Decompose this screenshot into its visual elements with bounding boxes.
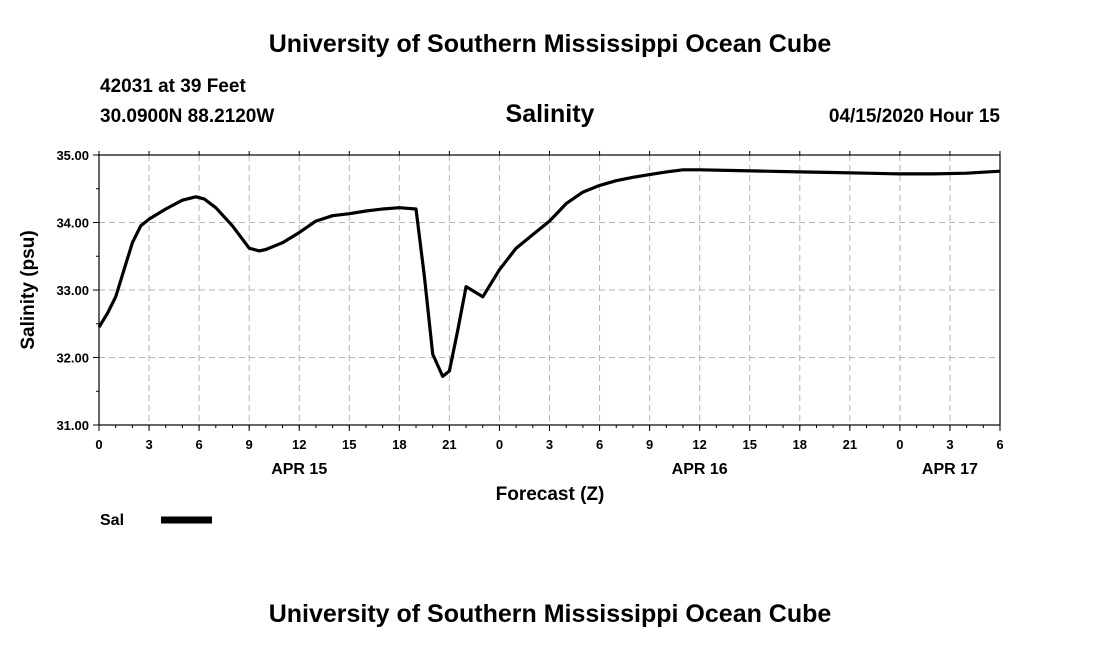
x-tick-label: 9 [246, 437, 253, 452]
x-tick-label: 6 [996, 437, 1003, 452]
y-tick-label: 35.00 [56, 148, 89, 163]
y-axis: 31.00 32.00 33.00 34.00 35.00 [56, 148, 99, 433]
date-labels: APR 15 APR 16 APR 17 [271, 461, 978, 478]
date-label: APR 15 [271, 461, 327, 478]
x-tick-label: 15 [742, 437, 756, 452]
x-tick-label: 21 [442, 437, 456, 452]
x-tick-label: 15 [342, 437, 356, 452]
y-tick-label: 33.00 [56, 283, 89, 298]
x-tick-label: 0 [95, 437, 102, 452]
footer-title: University of Southern Mississippi Ocean… [268, 600, 832, 628]
salinity-line [97, 168, 1001, 378]
chart-title: Salinity [505, 100, 595, 128]
x-tick-label: 18 [392, 437, 406, 452]
x-tick-label: 3 [546, 437, 553, 452]
x-tick-label: 6 [596, 437, 603, 452]
x-tick-label: 12 [692, 437, 706, 452]
y-tick-label: 32.00 [56, 351, 89, 366]
x-tick-label: 3 [145, 437, 152, 452]
chart-grid [99, 155, 1000, 425]
x-axis-label: Forecast (Z) [496, 484, 605, 505]
x-tick-label: 3 [946, 437, 953, 452]
x-tick-label: 12 [292, 437, 306, 452]
date-label: APR 17 [922, 461, 978, 478]
x-tick-label: 21 [843, 437, 857, 452]
legend-label: Sal [100, 512, 124, 529]
date-label: APR 16 [672, 461, 728, 478]
location-label: 30.0900N 88.2120W [100, 106, 275, 127]
x-tick-label: 6 [195, 437, 202, 452]
station-label: 42031 at 39 Feet [100, 76, 246, 97]
page-title: University of Southern Mississippi Ocean… [268, 30, 832, 58]
y-tick-label: 31.00 [56, 418, 89, 433]
x-tick-label: 18 [793, 437, 807, 452]
x-tick-label: 0 [896, 437, 903, 452]
x-axis: 0 3 6 9 12 15 18 21 0 3 6 9 12 15 18 21 0 3 6 [95, 151, 1004, 452]
timestamp-label: 04/15/2020 Hour 15 [828, 106, 1000, 127]
x-tick-label: 0 [496, 437, 503, 452]
x-tick-label: 9 [646, 437, 653, 452]
y-axis-label: Salinity (psu) [18, 230, 39, 349]
y-tick-label: 34.00 [56, 216, 89, 231]
